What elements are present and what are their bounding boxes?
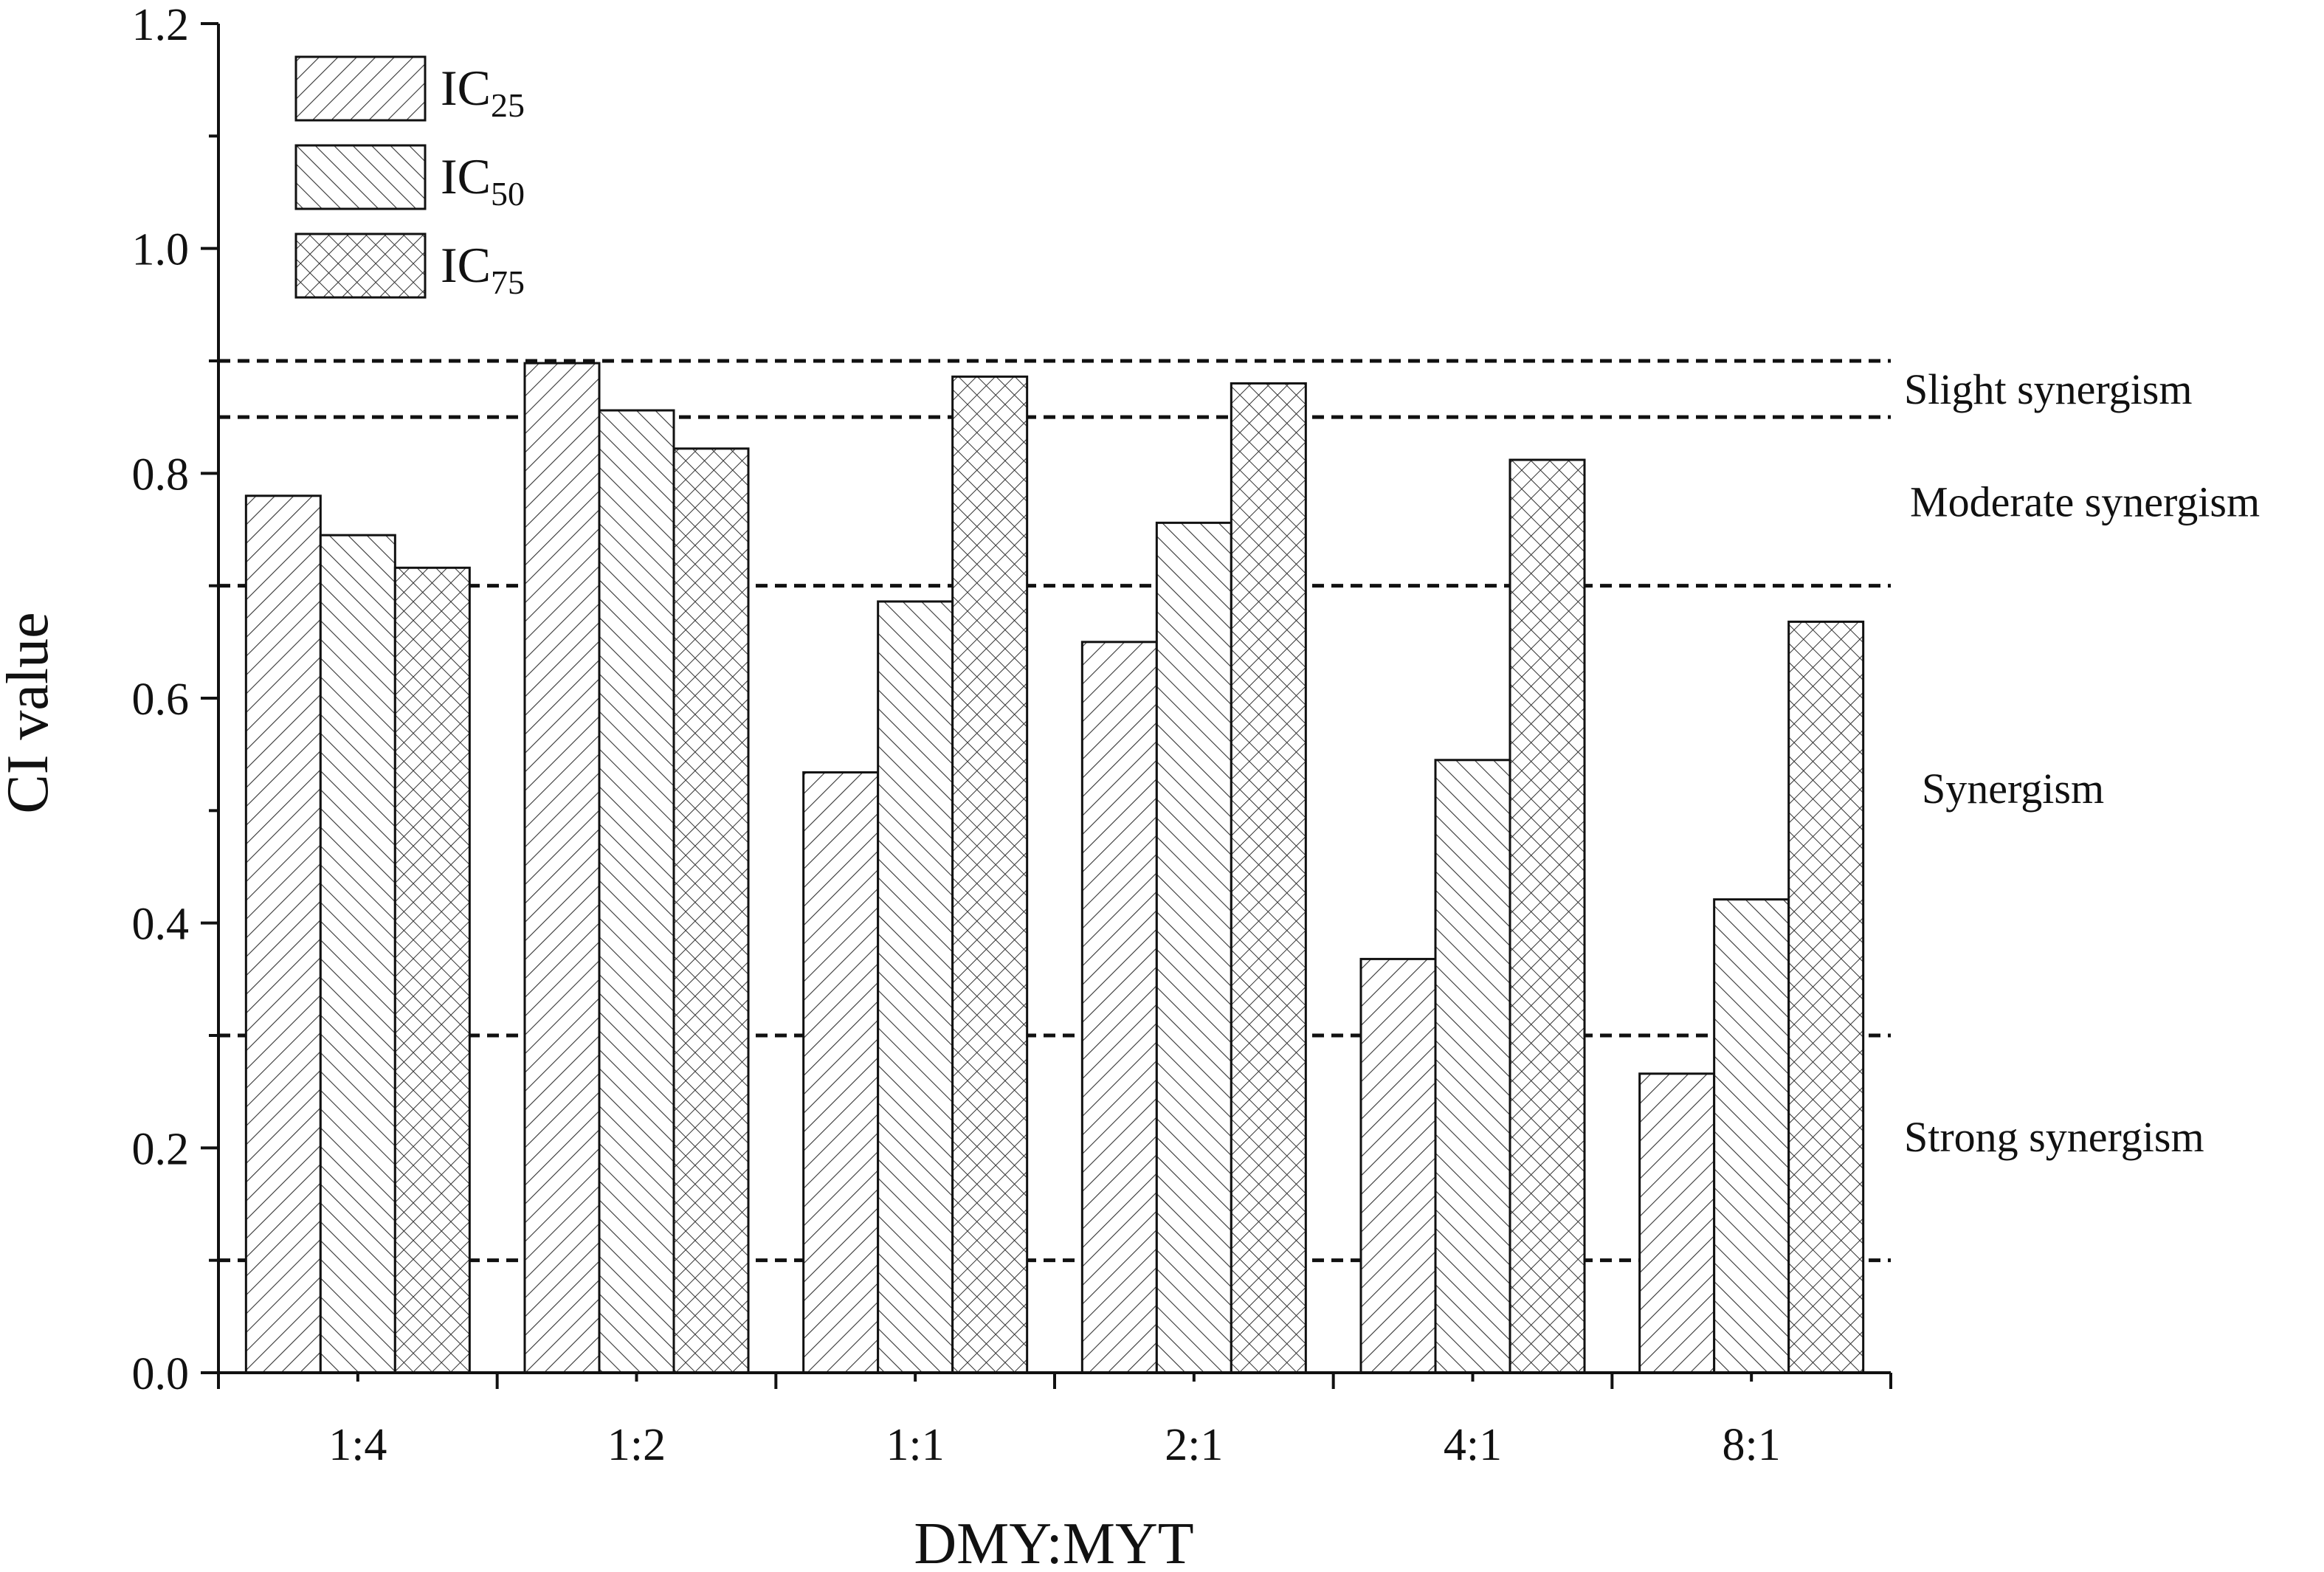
bar bbox=[1080, 641, 1158, 1374]
x-tick-label: 1:4 bbox=[328, 1420, 387, 1470]
annotation-label: Synergism bbox=[1922, 765, 2104, 813]
x-axis-label: DMY:MYT bbox=[914, 1511, 1193, 1572]
bar bbox=[1508, 458, 1586, 1374]
bar bbox=[672, 447, 750, 1374]
bar bbox=[802, 771, 880, 1374]
bar bbox=[877, 600, 954, 1374]
legend-swatch bbox=[294, 55, 427, 122]
x-tick-label: 1:1 bbox=[886, 1420, 945, 1470]
x-ticks: 1:4 1:2 1:1 2:1 4:1 8:1 bbox=[217, 1373, 1892, 1470]
x-tick-label: 4:1 bbox=[1444, 1420, 1502, 1470]
bar bbox=[393, 566, 471, 1374]
bar bbox=[1155, 521, 1232, 1374]
bar bbox=[244, 494, 322, 1374]
y-tick-label: 0.4 bbox=[132, 900, 190, 950]
y-axis-label: CI value bbox=[0, 612, 61, 813]
annotation-label: Strong synergism bbox=[1904, 1113, 2204, 1161]
bar bbox=[1787, 620, 1865, 1374]
annotation-label: Moderate synergism bbox=[1910, 478, 2260, 525]
y-tick-label: 0.8 bbox=[132, 449, 190, 500]
legend-label: IC75 bbox=[441, 237, 525, 301]
y-tick-label: 1.0 bbox=[132, 225, 190, 275]
bar bbox=[1713, 898, 1790, 1374]
bar bbox=[319, 534, 396, 1374]
legend-swatch bbox=[294, 232, 427, 299]
reference-lines bbox=[218, 359, 1891, 1263]
bar bbox=[1638, 1072, 1716, 1374]
legend-swatch bbox=[294, 144, 427, 210]
bar bbox=[523, 362, 601, 1374]
bar bbox=[1359, 957, 1437, 1374]
legend-label: IC25 bbox=[441, 60, 525, 124]
annotation-label: Slight synergism bbox=[1904, 365, 2192, 413]
bar bbox=[1434, 759, 1511, 1374]
y-ticks: 0.0 0.2 0.4 0.6 0.8 1.0 1.2 bbox=[132, 0, 218, 1399]
bar bbox=[951, 375, 1029, 1374]
bars bbox=[244, 362, 1865, 1374]
x-tick-label: 2:1 bbox=[1165, 1420, 1223, 1470]
x-tick-label: 8:1 bbox=[1723, 1420, 1781, 1470]
x-tick-label: 1:2 bbox=[607, 1420, 666, 1470]
y-tick-label: 0.6 bbox=[132, 675, 190, 725]
y-tick-label: 0.2 bbox=[132, 1124, 190, 1174]
bar bbox=[598, 409, 675, 1374]
bar bbox=[1230, 382, 1307, 1374]
legend: IC25 IC50 IC75 bbox=[294, 55, 525, 301]
y-tick-label: 0.0 bbox=[132, 1349, 190, 1399]
legend-label: IC50 bbox=[441, 148, 525, 213]
region-annotations: Slight synergism Moderate synergism Synerg… bbox=[1904, 365, 2260, 1161]
y-tick-label: 1.2 bbox=[132, 0, 190, 50]
